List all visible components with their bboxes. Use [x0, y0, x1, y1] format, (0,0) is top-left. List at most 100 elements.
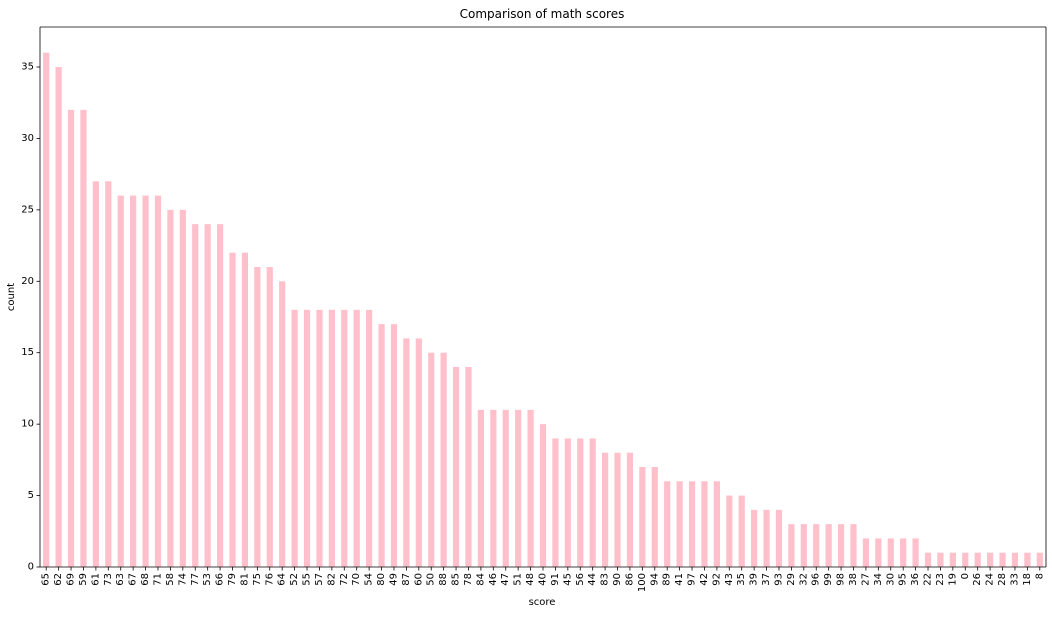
- bar-62: [55, 67, 62, 567]
- bar-28: [999, 552, 1006, 567]
- x-tick-label: 72: [339, 573, 350, 586]
- bar-86: [626, 452, 634, 567]
- bar-50: [428, 352, 435, 567]
- bar-37: [763, 509, 770, 567]
- x-tick-label: 62: [53, 573, 64, 586]
- x-tick-label: 88: [438, 573, 449, 586]
- x-tick-label: 38: [848, 573, 859, 586]
- x-tick-label: 84: [475, 573, 486, 586]
- x-tick-label: 39: [749, 573, 760, 586]
- bar-75: [254, 267, 261, 567]
- bar-47: [502, 409, 509, 567]
- x-tick-label: 33: [1009, 573, 1020, 586]
- x-tick-label: 55: [302, 573, 313, 586]
- x-tick-label: 78: [463, 573, 474, 586]
- x-tick-label: 51: [513, 573, 524, 586]
- x-tick-label: 35: [736, 573, 747, 586]
- x-tick-label: 30: [885, 573, 896, 586]
- bar-61: [92, 181, 99, 568]
- x-tick-label: 22: [923, 573, 934, 586]
- bar-65: [43, 52, 50, 567]
- bar-98: [837, 524, 845, 567]
- bar-55: [303, 309, 311, 567]
- bar-56: [577, 438, 584, 567]
- bar-70: [353, 309, 360, 567]
- bar-87: [403, 338, 410, 567]
- bar-33: [1011, 552, 1019, 567]
- x-tick-label: 54: [364, 573, 375, 586]
- bar-97: [688, 481, 696, 567]
- bar-73: [105, 181, 112, 568]
- bar-64: [279, 281, 286, 567]
- bar-44: [589, 438, 596, 567]
- x-tick-label: 99: [823, 573, 834, 586]
- bar-42: [701, 481, 708, 567]
- bar-85: [452, 367, 460, 567]
- x-tick-label: 73: [103, 573, 114, 586]
- x-tick-label: 18: [1022, 573, 1033, 586]
- x-tick-label: 53: [202, 573, 213, 586]
- bar-84: [477, 409, 485, 567]
- x-tick-label: 28: [997, 573, 1008, 586]
- y-tick-label: 0: [28, 562, 34, 573]
- x-tick-label: 74: [177, 573, 188, 586]
- bar-48: [527, 409, 534, 567]
- bar-18: [1024, 552, 1031, 567]
- x-tick-label: 0: [960, 573, 971, 579]
- x-tick-label: 24: [985, 573, 996, 586]
- bar-34: [875, 538, 882, 567]
- x-tick-label: 37: [761, 573, 772, 586]
- bar-30: [887, 538, 894, 567]
- x-tick-label: 87: [401, 573, 412, 586]
- chart-title: Comparison of math scores: [460, 7, 625, 21]
- bar-96: [813, 524, 820, 567]
- x-tick-label: 46: [488, 573, 499, 586]
- y-tick-label: 15: [21, 347, 34, 358]
- x-tick-label: 89: [662, 573, 673, 586]
- x-tick-label: 26: [972, 573, 983, 586]
- x-tick-label: 52: [289, 573, 300, 586]
- bar-51: [515, 409, 522, 567]
- x-axis: 65 62 69 59 61 73 63 67 68 71 58 74 77 53 66 79 81 75 76 64…: [41, 567, 1045, 592]
- bar-95: [900, 538, 907, 567]
- y-tick-label: 25: [21, 204, 34, 215]
- y-axis-title: count: [6, 283, 17, 311]
- bar-0: [962, 552, 969, 567]
- x-tick-label: 77: [190, 573, 201, 586]
- bar-60: [415, 338, 422, 567]
- y-tick-label: 20: [21, 276, 34, 287]
- bar-94: [651, 467, 658, 567]
- bar-83: [601, 452, 609, 567]
- x-tick-label: 59: [78, 573, 89, 586]
- bar-27: [862, 538, 870, 567]
- x-tick-label: 81: [239, 573, 250, 586]
- bar-59: [80, 109, 87, 568]
- bar-66: [216, 224, 224, 567]
- x-tick-label: 61: [90, 573, 101, 586]
- bar-53: [204, 224, 211, 567]
- bar-40: [539, 424, 547, 567]
- x-tick-label: 50: [426, 573, 437, 586]
- bar-26: [974, 552, 981, 567]
- y-tick-label: 30: [21, 133, 34, 144]
- x-tick-label: 8: [1034, 573, 1045, 579]
- x-tick-label: 70: [351, 573, 362, 586]
- bar-41: [676, 481, 683, 567]
- x-tick-label: 58: [165, 573, 176, 586]
- x-tick-label: 75: [252, 573, 263, 586]
- x-tick-label: 34: [873, 573, 884, 586]
- x-tick-label: 36: [910, 573, 921, 586]
- bar-69: [67, 109, 75, 568]
- x-tick-label: 90: [612, 573, 623, 586]
- x-tick-label: 91: [550, 573, 561, 586]
- x-tick-label: 83: [600, 573, 611, 586]
- x-tick-label: 44: [587, 573, 598, 586]
- bar-39: [751, 509, 758, 567]
- bar-72: [341, 309, 348, 567]
- bar-88: [440, 352, 447, 567]
- bar-46: [490, 409, 497, 567]
- x-tick-label: 47: [500, 573, 511, 586]
- x-tick-label: 19: [947, 573, 958, 586]
- x-tick-label: 65: [41, 573, 52, 586]
- bar-23: [937, 552, 944, 567]
